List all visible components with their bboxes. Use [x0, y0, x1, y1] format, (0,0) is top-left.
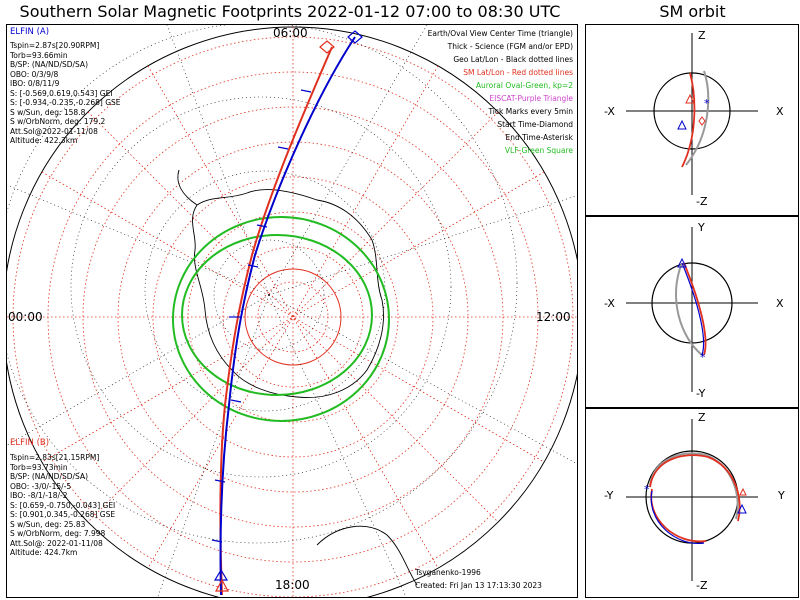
coastline-south	[316, 525, 418, 586]
legend-item: End Time-Asterisk	[505, 133, 573, 142]
orbit-title: SM orbit	[659, 2, 726, 21]
legend-item: Auroral Oval-Green, kp=2	[475, 81, 573, 90]
elfin-a-info: Tspin=2.87s[20.90RPM] Torb=93.66min B/SP: …	[10, 41, 121, 145]
axis-right: X	[776, 297, 784, 310]
start-diamond-b	[319, 40, 335, 54]
svg-text:*: *	[700, 351, 706, 364]
hour-label-right: 12:00	[536, 310, 571, 324]
hour-label-top: 06:00	[273, 26, 308, 40]
footprint-map: 06:00 00:00 12:00 18:00 ELFIN (A) Tspin=…	[6, 24, 578, 598]
axis-left: -X	[604, 105, 615, 118]
legend-item: SM Lat/Lon - Red dotted lines	[463, 68, 573, 77]
legend-item: VLF-Green Square	[504, 146, 573, 155]
axis-right: X	[776, 105, 784, 118]
axis-top: Y	[698, 221, 705, 234]
legend-item: EISCAT-Purple Triangle	[489, 94, 573, 103]
elfin-a-track	[219, 36, 356, 596]
axis-bottom: -Z	[696, 195, 708, 208]
created-text: Created: Fri Jan 13 17:13:30 2023	[415, 581, 542, 590]
legend-item: Earth/Oval View Center Time (triangle)	[427, 29, 573, 38]
geo-meridians	[7, 25, 577, 597]
track-ticks	[211, 89, 312, 543]
legend-item: Thick - Science (FGM and/or EPD)	[447, 42, 573, 51]
orbit-panel-yz: * Z -Z -Y Y	[585, 408, 799, 598]
elfin-a-name: ELFIN (A)	[10, 27, 50, 37]
axis-right: Y	[778, 489, 785, 502]
axis-bottom: -Y	[696, 387, 706, 400]
elfin-b-info: Tspin=2.83s[21.15RPM] Torb=93.73min B/SP: …	[10, 453, 116, 557]
end-triangle-b	[214, 578, 230, 592]
svg-text:*: *	[644, 483, 650, 496]
axis-left: -Y	[604, 489, 614, 502]
sm-meridians	[7, 27, 577, 597]
end-triangle	[213, 568, 229, 581]
hour-label-left: 00:00	[8, 310, 43, 324]
legend-item: Geo Lat/Lon - Black dotted lines	[453, 55, 573, 64]
orbit-panel-xy: * Y -Y -X X	[585, 216, 799, 408]
auroral-oval	[172, 216, 390, 422]
axis-bottom: -Z	[696, 579, 708, 592]
axis-top: Z	[698, 29, 706, 42]
start-diamond	[347, 30, 363, 44]
legend-item: Start Time-Diamond	[497, 120, 573, 129]
orbit-panel-xz: * Z -Z -X X	[585, 24, 799, 216]
axis-left: -X	[604, 297, 615, 310]
credit-text: Tsyganenko-1996	[415, 568, 481, 577]
legend-item: Tick Marks every 5min	[488, 107, 573, 116]
continent-outline	[192, 189, 384, 398]
page-title: Southern Solar Magnetic Footprints 2022-…	[19, 2, 561, 21]
elfin-b-track	[219, 46, 333, 596]
elfin-b-name: ELFIN (B)	[10, 438, 50, 448]
sm-pole-circle	[244, 268, 342, 366]
polar-map-svg	[7, 25, 577, 597]
svg-text:*: *	[704, 97, 710, 110]
axis-top: Z	[698, 411, 706, 424]
hour-label-bottom: 18:00	[275, 578, 310, 592]
